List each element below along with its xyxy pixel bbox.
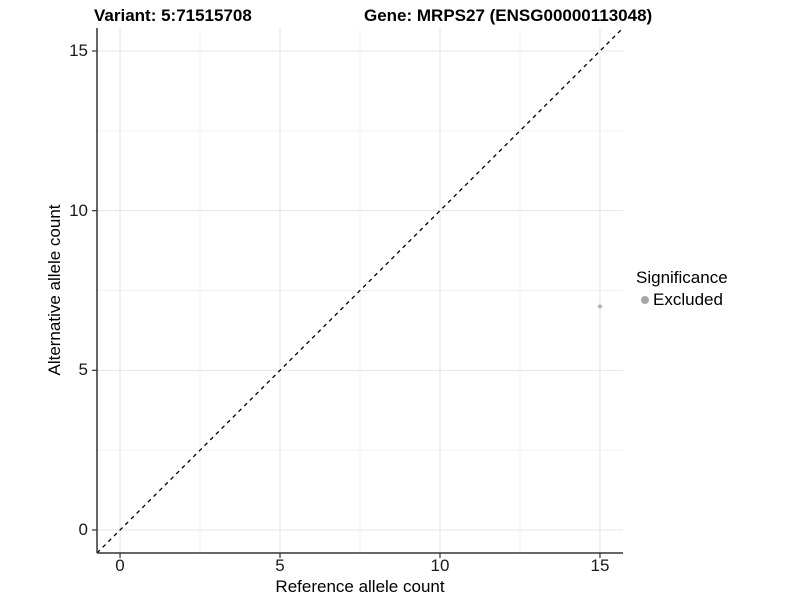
- y-tick-label: 15: [69, 40, 88, 60]
- x-tick-label: 10: [430, 556, 450, 575]
- legend-item-excluded: Excluded: [636, 290, 728, 310]
- data-point: [597, 304, 602, 309]
- legend-item-label: Excluded: [653, 290, 723, 309]
- legend-key-dot-icon: [641, 296, 649, 304]
- y-tick-label: 5: [78, 360, 88, 380]
- legend-title: Significance: [636, 268, 728, 287]
- plot-title-variant: Variant: 5:71515708: [94, 6, 252, 25]
- x-tick-label: 5: [275, 556, 285, 575]
- y-tick-label: 0: [78, 520, 88, 539]
- plot-title-gene: Gene: MRPS27 (ENSG00000113048): [364, 6, 653, 25]
- x-tick-label: 15: [590, 556, 610, 575]
- identity-dashed-line: [96, 27, 624, 554]
- x-tick-label: 0: [115, 556, 125, 575]
- y-axis-title: Alternative allele count: [45, 204, 64, 376]
- x-axis-title: Reference allele count: [275, 577, 445, 596]
- legend: Significance Excluded: [636, 268, 728, 310]
- y-tick-label: 10: [69, 200, 88, 220]
